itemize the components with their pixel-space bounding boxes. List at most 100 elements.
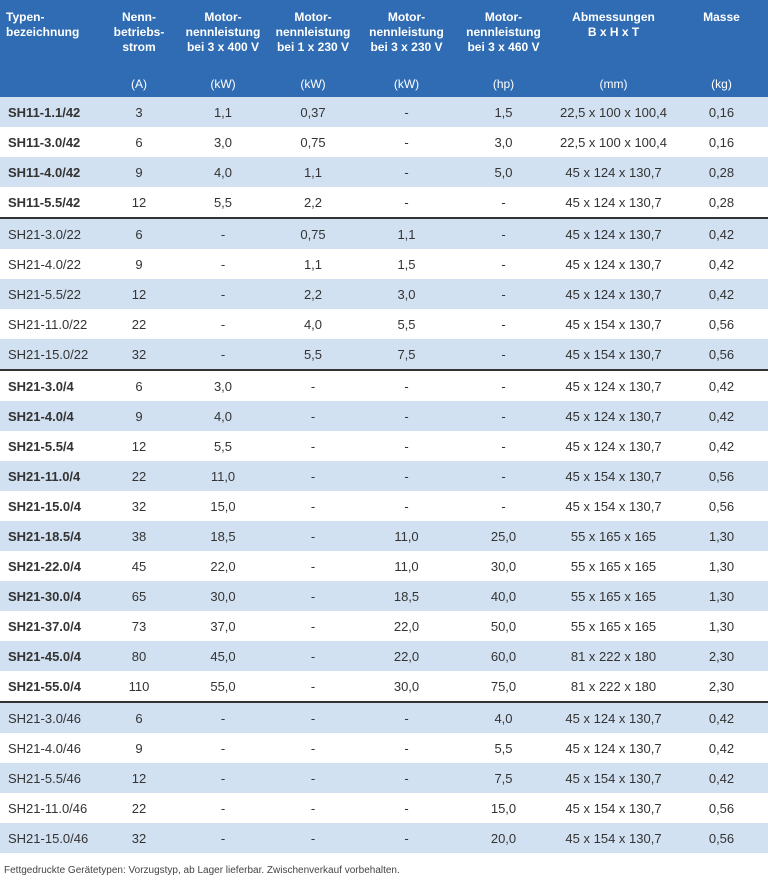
- value-cell: 0,42: [675, 701, 768, 733]
- value-cell: 45 x 124 x 130,7: [565, 256, 662, 272]
- value-cell: 2,2: [268, 279, 358, 309]
- type-cell: SH11-4.0/42: [0, 157, 100, 187]
- value-cell: 0,42: [675, 369, 768, 401]
- value-cell: 18,5: [178, 521, 268, 551]
- type-cell: SH21-3.0/22: [0, 217, 100, 249]
- value-cell: 45 x 154 x 130,7: [552, 461, 675, 491]
- type-cell: SH21-11.0/4: [0, 461, 100, 491]
- value-cell: 11,0: [394, 558, 419, 574]
- type-cell: SH21-30.0/4: [0, 581, 100, 611]
- header-line: nennleistung: [369, 25, 444, 39]
- value-cell: 0,42: [708, 256, 735, 272]
- value-cell: 6: [100, 701, 178, 733]
- table-row: SH21-15.0/46 32- - -20,0 45 x 154 x 130,7 0,5…: [0, 823, 768, 853]
- value-cell: 1,30: [708, 618, 735, 634]
- table-row: SH21-11.0/46 22 - - - 15,0 45 x 154 x 130,7 0,5…: [0, 793, 768, 823]
- value-cell: -: [358, 97, 455, 127]
- table-row: SH21-15.0/22 32-5,5 7,5-45 x 154 x 130,7 0,…: [0, 339, 768, 370]
- value-cell: 60,0: [455, 641, 552, 671]
- value-cell: 55 x 165 x 165: [552, 581, 675, 611]
- value-cell: -: [220, 800, 226, 816]
- header-line: Motor-: [204, 10, 242, 24]
- value-cell: 0,56: [708, 800, 735, 816]
- column-header: Motor-nennleistung bei 3 x 400 V: [178, 0, 268, 72]
- value-cell: 110: [128, 678, 150, 694]
- value-cell: 0,75: [268, 217, 358, 249]
- header-row: Typen-bezeichnung Nenn-betriebs-strom Moto…: [0, 0, 768, 72]
- value-cell: 45 x 124 x 130,7: [552, 279, 675, 309]
- value-cell: -: [455, 339, 552, 370]
- value-cell: 22: [100, 461, 178, 491]
- header-line: nennleistung: [275, 25, 351, 39]
- value-cell: -: [178, 217, 268, 249]
- type-cell: SH21-11.0/46: [8, 800, 88, 816]
- value-cell: -: [310, 618, 316, 634]
- value-cell: 0,37: [268, 97, 358, 127]
- value-cell: 22,5 x 100 x 100,4: [560, 134, 667, 150]
- table-row: SH21-3.0/22 6-0,75 1,1-45 x 124 x 130,7 0,4…: [0, 217, 768, 249]
- unit-header: (hp): [455, 72, 552, 97]
- value-cell: 30,0: [393, 678, 420, 694]
- unit-header: (kW): [268, 72, 358, 97]
- value-cell: 0,75: [300, 134, 326, 150]
- value-cell: 55 x 165 x 165: [552, 521, 675, 551]
- value-cell: -: [268, 641, 358, 671]
- table-row: SH21-11.0/22 22 - 4,0 5,5 - 45 x 154 x 130,7 0,…: [0, 309, 768, 339]
- value-cell: -: [268, 701, 358, 733]
- type-cell: SH21-3.0/46: [0, 701, 100, 733]
- value-cell: 0,42: [675, 763, 768, 793]
- value-cell: -: [501, 316, 506, 332]
- value-cell: 45 x 154 x 130,7: [552, 339, 675, 370]
- value-cell: 15,0: [210, 498, 236, 514]
- value-cell: 55 x 165 x 165: [570, 558, 657, 574]
- value-cell: 25,0: [455, 521, 552, 551]
- table-row: SH21-15.0/4 32 15,0 - - - 45 x 154 x 130,7 0,56: [0, 491, 768, 521]
- table-row: SH11-4.0/42 9 4,0 1,1-5,0 45 x 124 x 130,7 0,…: [0, 157, 768, 187]
- value-cell: -: [220, 316, 226, 332]
- value-cell: 9: [100, 401, 178, 431]
- type-cell: SH21-37.0/4: [8, 618, 81, 634]
- type-cell: SH21-4.0/4: [0, 401, 100, 431]
- value-cell: -: [178, 701, 268, 733]
- header-line: B x H x T: [587, 25, 640, 39]
- value-cell: 0,56: [675, 823, 768, 853]
- value-cell: 1,30: [675, 581, 768, 611]
- value-cell: 45,0: [178, 641, 268, 671]
- value-cell: -: [310, 438, 316, 454]
- header-line: bei 3 x 400 V: [186, 40, 260, 54]
- value-cell: -: [501, 438, 506, 454]
- value-cell: 15,0: [490, 800, 517, 816]
- table-row: SH21-4.0/46 9 - - - 5,5 45 x 124 x 130,7 0,42: [0, 733, 768, 763]
- value-cell: 4,0: [178, 401, 268, 431]
- type-cell: SH21-5.5/46: [0, 763, 100, 793]
- value-cell: 1,30: [708, 558, 735, 574]
- value-cell: -: [501, 498, 506, 514]
- value-cell: -: [358, 701, 455, 733]
- value-cell: -: [455, 217, 552, 249]
- value-cell: 5,5: [213, 438, 233, 454]
- header-line: bei 3 x 230 V: [370, 40, 443, 54]
- value-cell: 81 x 222 x 180: [552, 641, 675, 671]
- value-cell: 9: [135, 256, 143, 272]
- value-cell: -: [178, 763, 268, 793]
- header-line: Abmessungen: [572, 10, 655, 24]
- value-cell: 12: [131, 438, 147, 454]
- value-cell: -: [310, 558, 316, 574]
- value-cell: 45 x 154 x 130,7: [552, 763, 675, 793]
- table-row: SH21-5.5/22 12-2,2 3,0-45 x 124 x 130,7 0,4…: [0, 279, 768, 309]
- value-cell: 6: [100, 369, 178, 401]
- value-cell: 0,42: [708, 740, 735, 756]
- value-cell: 22: [131, 316, 147, 332]
- type-cell: SH21-5.5/22: [0, 279, 100, 309]
- value-cell: 0,56: [675, 339, 768, 370]
- header-line: Masse: [703, 10, 740, 24]
- unit-row: (A) (kW) (kW) (kW) (hp) (mm) (kg): [0, 72, 768, 97]
- table-row: SH11-5.5/42 12 5,5 2,2 - - 45 x 124 x 130,7 0,2…: [0, 187, 768, 218]
- type-cell: SH11-5.5/42: [8, 194, 81, 210]
- value-cell: -: [455, 401, 552, 431]
- value-cell: 55,0: [210, 678, 236, 694]
- header-line: betriebs-: [113, 25, 165, 39]
- value-cell: -: [404, 438, 409, 454]
- value-cell: 3,0: [494, 134, 513, 150]
